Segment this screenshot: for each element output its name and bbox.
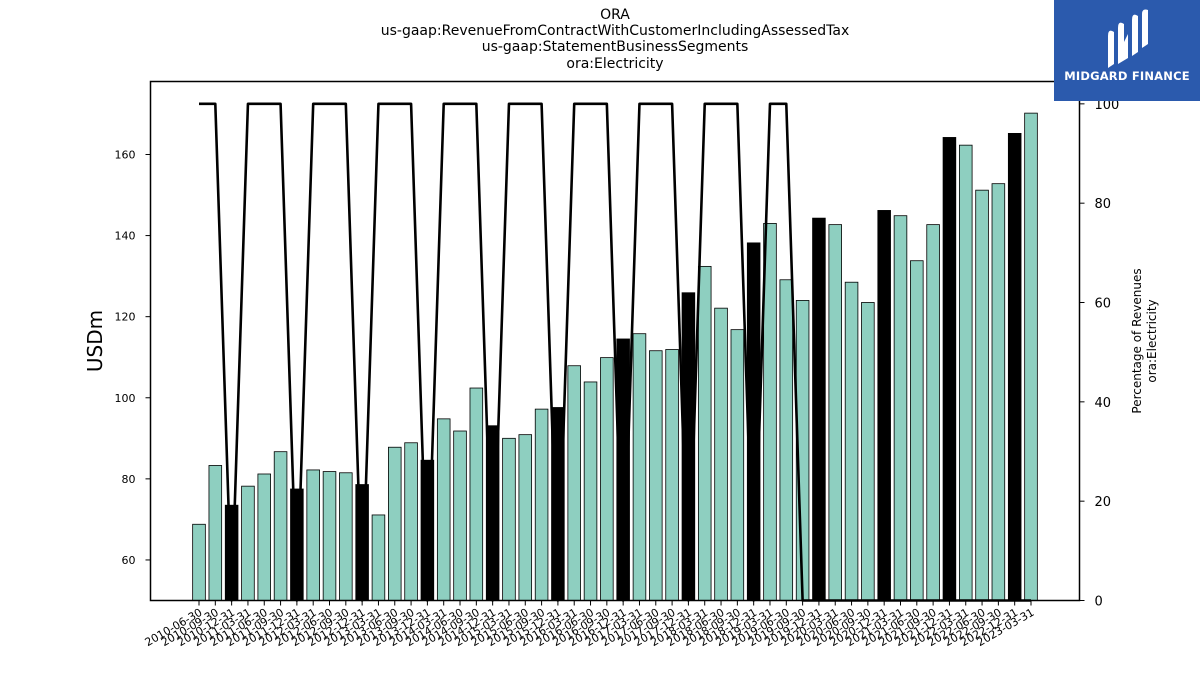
bar-2012-03-31 bbox=[306, 469, 320, 601]
bar-2019-12-31 bbox=[812, 217, 826, 601]
chart-title-line-1: ORA bbox=[600, 7, 630, 23]
bar-2016-06-30 bbox=[583, 381, 598, 601]
y2-axis-label-line-2: ora:Electricity bbox=[1145, 299, 1159, 382]
bar-2017-06-30 bbox=[649, 350, 663, 601]
bar-2013-06-30 bbox=[388, 446, 402, 601]
bar-2013-09-30 bbox=[404, 442, 418, 601]
bar-2017-03-31 bbox=[632, 333, 647, 601]
y2-axis-label-line-1: Percentage of Revenues bbox=[1130, 268, 1144, 413]
bar-2020-12-31 bbox=[877, 210, 891, 601]
midgard-finance-logo: MIDGARD FINANCE bbox=[1054, 0, 1200, 101]
bar-2021-09-30 bbox=[926, 224, 940, 601]
bar-2015-09-30 bbox=[534, 408, 549, 601]
bar-2012-09-30 bbox=[339, 472, 353, 601]
bar-2021-06-30 bbox=[910, 260, 924, 601]
bar-2016-09-30 bbox=[600, 357, 614, 601]
bar-2012-06-30 bbox=[322, 471, 337, 601]
y-tick-label: 120 bbox=[115, 311, 136, 324]
y-tick-label: 60 bbox=[122, 554, 136, 567]
y-axis-label: USDm bbox=[83, 310, 107, 372]
bar-2022-03-31 bbox=[959, 144, 973, 601]
bar-2022-12-31 bbox=[1007, 132, 1022, 601]
bars-layer bbox=[192, 112, 1038, 601]
bar-2018-09-30 bbox=[730, 329, 745, 601]
y-tick-label: 140 bbox=[115, 230, 136, 243]
y-tick-label: 80 bbox=[122, 473, 136, 486]
x-axis: 2010-06-302010-09-302010-12-312011-03-31… bbox=[143, 600, 1037, 649]
bar-2022-09-30 bbox=[991, 183, 1006, 601]
y-tick-label: 100 bbox=[115, 392, 136, 405]
bar-2020-03-31 bbox=[828, 224, 842, 601]
y2-tick-label: 100 bbox=[1095, 98, 1120, 113]
bar-2019-03-31 bbox=[763, 223, 777, 601]
y2-tick-label: 60 bbox=[1095, 297, 1112, 312]
y2-tick-label: 20 bbox=[1095, 495, 1112, 510]
bar-2010-06-30 bbox=[192, 523, 206, 601]
bar-2020-06-30 bbox=[844, 281, 859, 601]
bar-2015-03-31 bbox=[502, 437, 516, 601]
bar-2019-06-30 bbox=[779, 279, 794, 601]
plot-frame bbox=[149, 80, 1081, 602]
bar-2011-06-30 bbox=[257, 473, 271, 601]
bar-2013-03-31 bbox=[371, 514, 386, 601]
bar-2020-09-30 bbox=[861, 302, 875, 601]
chart-title-line-2: us-gaap:RevenueFromContractWithCustomerI… bbox=[380, 23, 850, 40]
bar-2021-12-31 bbox=[942, 137, 957, 601]
logo-text: MIDGARD FINANCE bbox=[1064, 69, 1190, 83]
bar-2010-09-30 bbox=[208, 465, 223, 601]
bar-2014-06-30 bbox=[453, 430, 467, 601]
y2-tick-label: 40 bbox=[1095, 396, 1112, 411]
bar-2011-09-30 bbox=[273, 451, 288, 601]
chart-title-block: ORA us-gaap:RevenueFromContractWithCusto… bbox=[0, 7, 1200, 72]
bar-2017-09-30 bbox=[665, 349, 679, 601]
chart-title-line-3: us-gaap:StatementBusinessSegments bbox=[481, 39, 749, 56]
y-tick-label: 160 bbox=[115, 148, 136, 161]
midgard-logo-icon bbox=[1108, 9, 1148, 69]
chart-title-line-4: ora:Electricity bbox=[566, 55, 664, 72]
bar-2023-03-31 bbox=[1024, 112, 1038, 601]
bar-2015-06-30 bbox=[518, 434, 533, 601]
bar-2022-06-30 bbox=[975, 189, 989, 601]
bar-2014-09-30 bbox=[469, 387, 484, 601]
bar-2021-03-31 bbox=[893, 215, 908, 601]
right-axis: 0 20 40 60 80 100 bbox=[1079, 98, 1120, 610]
bar-2018-06-30 bbox=[714, 307, 728, 601]
left-axis: 60 80 100 120 140 160 bbox=[115, 148, 151, 567]
bar-2011-03-31 bbox=[241, 485, 255, 601]
bar-2018-03-31 bbox=[697, 265, 712, 601]
y2-tick-label: 0 bbox=[1095, 595, 1103, 610]
bar-2018-12-31 bbox=[746, 242, 761, 601]
bar-2016-03-31 bbox=[567, 365, 581, 601]
bar-2014-03-31 bbox=[436, 418, 451, 601]
y2-tick-label: 80 bbox=[1095, 197, 1112, 212]
